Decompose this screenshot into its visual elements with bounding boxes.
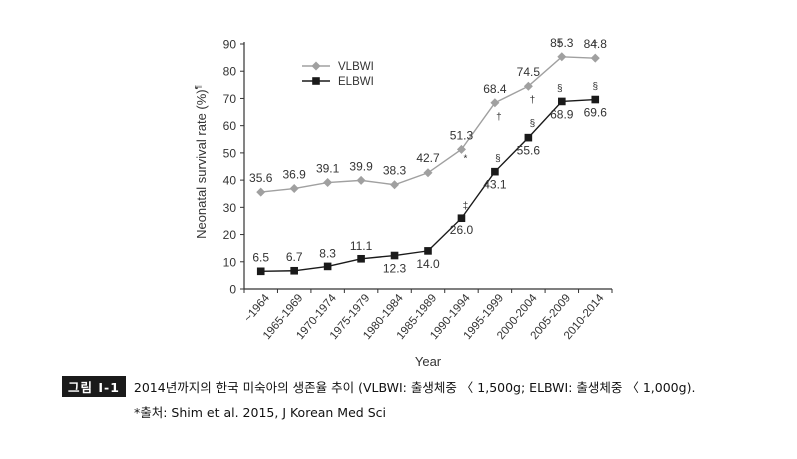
data-point-elbwi	[323, 262, 332, 271]
x-tick-label: ~1964	[242, 292, 272, 325]
legend-label-vlbwi: VLBWI	[338, 61, 374, 73]
data-label-vlbwi: 74.5	[517, 65, 541, 79]
chart-data-labels: 35.6 36.9 39.1 39.9 38.342.751.3*68.4†74.5†8…	[249, 36, 607, 276]
y-tick-label: 50	[223, 146, 237, 160]
data-point-vlbwi	[256, 187, 266, 197]
data-label-elbwi: 55.6	[517, 144, 541, 158]
data-point-elbwi	[457, 214, 466, 223]
data-point-elbwi	[591, 95, 600, 104]
y-tick-label: 30	[223, 201, 237, 215]
y-tick-label: 70	[223, 92, 237, 106]
data-label-elbwi: 68.9	[550, 107, 574, 121]
survival-rate-chart: 0102030405060708090~19641965-19691970-19…	[194, 36, 613, 369]
data-point-elbwi	[558, 97, 566, 106]
data-point-vlbwi	[323, 178, 333, 188]
data-point-elbwi	[491, 167, 499, 176]
data-label-elbwi: 6.7	[286, 250, 303, 264]
chart-markers	[256, 52, 600, 276]
y-axis-label: Neonatal survival rate (%)¶	[194, 85, 209, 239]
y-tick-label: 80	[223, 65, 237, 79]
caption-line: 그림 Ⅰ-1 2014년까지의 한국 미숙아의 생존율 추이 (VLBWI: 출…	[62, 376, 782, 397]
figure-badge: 그림 Ⅰ-1	[62, 376, 126, 397]
data-label-vlbwi: 85.3	[550, 36, 574, 50]
chart-legend: VLBWI ELBWI	[302, 61, 374, 88]
y-tick-label: 60	[223, 119, 237, 133]
data-label-vlbwi: 39.9	[349, 159, 373, 173]
data-label-vlbwi: 38.3	[383, 164, 407, 178]
data-label-vlbwi: 36.9	[283, 168, 307, 182]
data-label-elbwi: 69.6	[584, 106, 608, 120]
data-label-vlbwi: 51.3	[450, 128, 474, 142]
data-label-vlbwi: 39.1	[316, 162, 340, 176]
caption-text: 2014년까지의 한국 미숙아의 생존율 추이 (VLBWI: 출생체중 〈 1…	[133, 380, 696, 395]
data-point-elbwi	[524, 133, 533, 142]
data-point-vlbwi	[456, 144, 466, 154]
significance-mark-elbwi: ‡	[463, 201, 469, 212]
data-point-vlbwi	[390, 180, 400, 190]
caption-source: *출처: Shim et al. 2015, J Korean Med Sci	[134, 405, 386, 420]
significance-mark-vlbwi: †	[592, 40, 598, 51]
data-label-elbwi: 11.1	[350, 239, 373, 253]
significance-mark-elbwi: §	[592, 82, 598, 93]
y-tick-label: 90	[223, 38, 237, 52]
significance-mark-elbwi: §	[557, 83, 563, 94]
data-point-vlbwi	[490, 98, 500, 108]
y-tick-label: 0	[229, 283, 236, 297]
data-label-elbwi: 26.0	[450, 223, 474, 237]
data-point-vlbwi	[356, 175, 366, 185]
chart-axes	[243, 42, 612, 290]
figure-caption: 그림 Ⅰ-1 2014년까지의 한국 미숙아의 생존율 추이 (VLBWI: 출…	[62, 376, 782, 421]
data-point-elbwi	[256, 267, 265, 276]
legend-marker-vlbwi	[311, 61, 321, 71]
significance-mark-vlbwi: †	[530, 95, 536, 106]
data-label-elbwi: 14.0	[416, 257, 440, 271]
data-point-vlbwi	[423, 168, 433, 178]
significance-mark-elbwi: §	[530, 119, 536, 130]
x-axis-label: Year	[415, 354, 442, 369]
legend-marker-elbwi	[312, 77, 320, 85]
data-point-elbwi	[357, 254, 365, 263]
data-point-vlbwi	[523, 81, 533, 91]
y-axis-label-sup: ¶	[194, 85, 203, 89]
data-label-vlbwi: 84.8	[584, 37, 608, 51]
y-tick-label: 40	[223, 174, 237, 188]
data-point-vlbwi	[590, 53, 600, 63]
y-tick-label: 20	[223, 228, 237, 242]
data-label-elbwi: 6.5	[252, 250, 269, 264]
significance-mark-vlbwi: *	[464, 153, 468, 164]
data-label-elbwi: 43.1	[483, 178, 507, 192]
legend-label-elbwi: ELBWI	[338, 76, 374, 88]
data-point-vlbwi	[557, 52, 567, 62]
data-label-vlbwi: 35.6	[249, 171, 273, 185]
data-label-elbwi: 12.3	[383, 262, 407, 276]
data-label-vlbwi: 68.4	[483, 82, 507, 96]
data-label-elbwi: 8.3	[319, 246, 336, 260]
data-label-vlbwi: 42.7	[416, 151, 440, 165]
data-point-elbwi	[290, 266, 298, 275]
y-axis-label-text: Neonatal survival rate (%)	[194, 89, 209, 239]
significance-mark-vlbwi: †	[557, 39, 563, 50]
data-point-elbwi	[390, 251, 399, 260]
y-tick-label: 10	[223, 255, 237, 269]
data-point-elbwi	[424, 247, 432, 255]
significance-mark-elbwi: §	[495, 154, 501, 165]
data-point-vlbwi	[289, 184, 299, 194]
significance-mark-vlbwi: †	[496, 112, 502, 123]
